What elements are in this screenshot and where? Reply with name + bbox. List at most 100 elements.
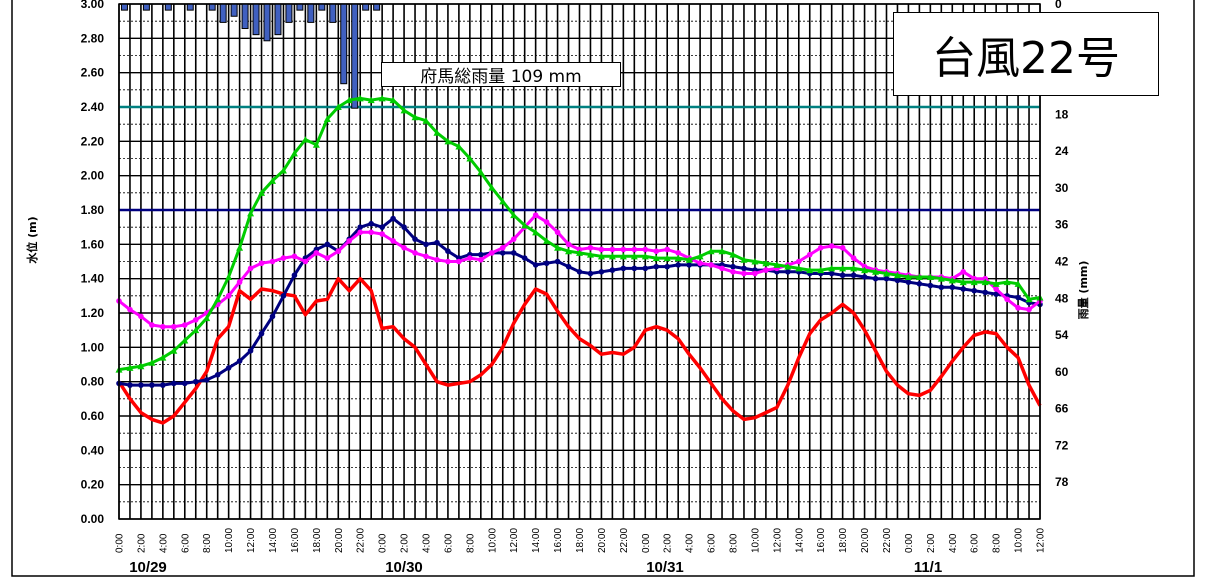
rainfall-bar — [307, 3, 315, 23]
rainfall-bar — [219, 3, 227, 23]
right-tick-label: 18 — [1055, 107, 1069, 121]
x-tick-label: 12:00 — [1036, 528, 1047, 553]
series-point — [499, 250, 506, 256]
x-tick-label: 16:00 — [290, 528, 301, 553]
series-point — [423, 253, 429, 260]
series-point — [137, 362, 145, 370]
series-point — [981, 278, 989, 286]
x-tick-label: 2:00 — [400, 533, 411, 553]
series-point — [390, 215, 396, 222]
rainfall-bar — [186, 3, 194, 11]
x-tick-label: 18:00 — [312, 528, 323, 553]
x-tick-label: 4:00 — [948, 533, 959, 553]
series-point — [586, 251, 594, 258]
series-point — [619, 252, 627, 260]
x-tick-label: 6:00 — [707, 533, 718, 553]
series-point — [236, 358, 243, 364]
series-point — [598, 269, 605, 275]
series-point — [477, 168, 485, 176]
series-point — [258, 260, 265, 267]
series-point — [279, 167, 287, 174]
series-point — [784, 263, 792, 270]
series-point — [532, 228, 540, 236]
series-point — [937, 275, 945, 282]
series-point — [850, 272, 857, 279]
series-point — [740, 256, 748, 263]
series-point — [532, 212, 539, 218]
series-point — [192, 378, 199, 385]
series-point — [335, 248, 342, 254]
series-point — [291, 272, 298, 279]
series-point — [839, 272, 846, 279]
series-point — [455, 142, 463, 150]
x-tick-label: 10:00 — [750, 528, 761, 553]
x-tick-label: 8:00 — [992, 533, 1003, 553]
series-point — [499, 244, 506, 251]
series-point — [729, 251, 737, 258]
series-point — [926, 273, 934, 280]
series-point — [970, 278, 978, 286]
series-point — [401, 224, 407, 230]
series-point — [762, 259, 770, 267]
rainfall-bar — [263, 3, 271, 42]
series-point — [334, 103, 342, 110]
left-tick-label: 2.00 — [81, 169, 105, 183]
series-point — [982, 289, 988, 296]
series-point — [641, 252, 649, 260]
series-point — [368, 220, 374, 227]
series-point — [949, 284, 956, 291]
series-point — [138, 313, 144, 320]
series-point — [203, 377, 210, 383]
series-point — [488, 184, 496, 191]
left-tick-label: 0.40 — [81, 443, 105, 457]
series-point — [971, 287, 978, 294]
series-point — [576, 249, 583, 256]
rainfall-bar — [120, 3, 128, 11]
series-point — [258, 330, 265, 337]
x-axis-time-labels: 0:00 2:00 4:00 6:00 8:00 10:00 12:00 14:00 16:00… — [115, 528, 1047, 553]
right-tick-label: 48 — [1055, 291, 1069, 305]
series-point — [367, 96, 375, 104]
series-point — [631, 246, 638, 253]
series-point — [247, 347, 254, 354]
series-point — [960, 269, 967, 275]
left-axis-label: 水位 (m) — [25, 216, 39, 263]
series-point — [181, 336, 189, 344]
series-point — [302, 258, 309, 265]
left-tick-label: 2.20 — [81, 134, 105, 148]
series-point — [861, 266, 869, 274]
series-point — [565, 241, 572, 248]
series-point — [149, 322, 155, 328]
series-point — [379, 224, 385, 230]
left-tick-label: 1.80 — [81, 203, 105, 217]
series-point — [543, 237, 551, 244]
series-point — [1015, 294, 1021, 301]
series-point — [642, 265, 649, 272]
series-point — [159, 354, 167, 361]
series-point — [631, 265, 638, 272]
series-point — [938, 284, 945, 291]
series-point — [225, 273, 233, 280]
series-point — [850, 264, 858, 272]
series-point — [609, 246, 616, 253]
series-point — [236, 279, 243, 285]
left-axis-ticks: 0.00 0.20 0.40 0.60 0.80 1.00 1.20 1.40 1.60 1.80… — [81, 0, 105, 526]
x-tick-label: 22:00 — [882, 528, 893, 553]
series-point — [587, 244, 594, 251]
x-tick-label: 2:00 — [926, 533, 937, 553]
series-point — [608, 252, 616, 260]
series-point — [719, 265, 725, 272]
series-point — [543, 219, 550, 225]
rainfall-bar — [362, 3, 370, 11]
series-point — [960, 286, 967, 292]
series-point — [543, 260, 550, 267]
series-point — [378, 94, 386, 102]
outer-frame — [11, 0, 1195, 577]
series-point — [664, 246, 671, 253]
right-tick-label: 66 — [1055, 402, 1069, 416]
series-point — [291, 253, 298, 260]
series-point — [828, 264, 836, 272]
series-point — [521, 255, 528, 261]
series-point — [389, 96, 397, 104]
